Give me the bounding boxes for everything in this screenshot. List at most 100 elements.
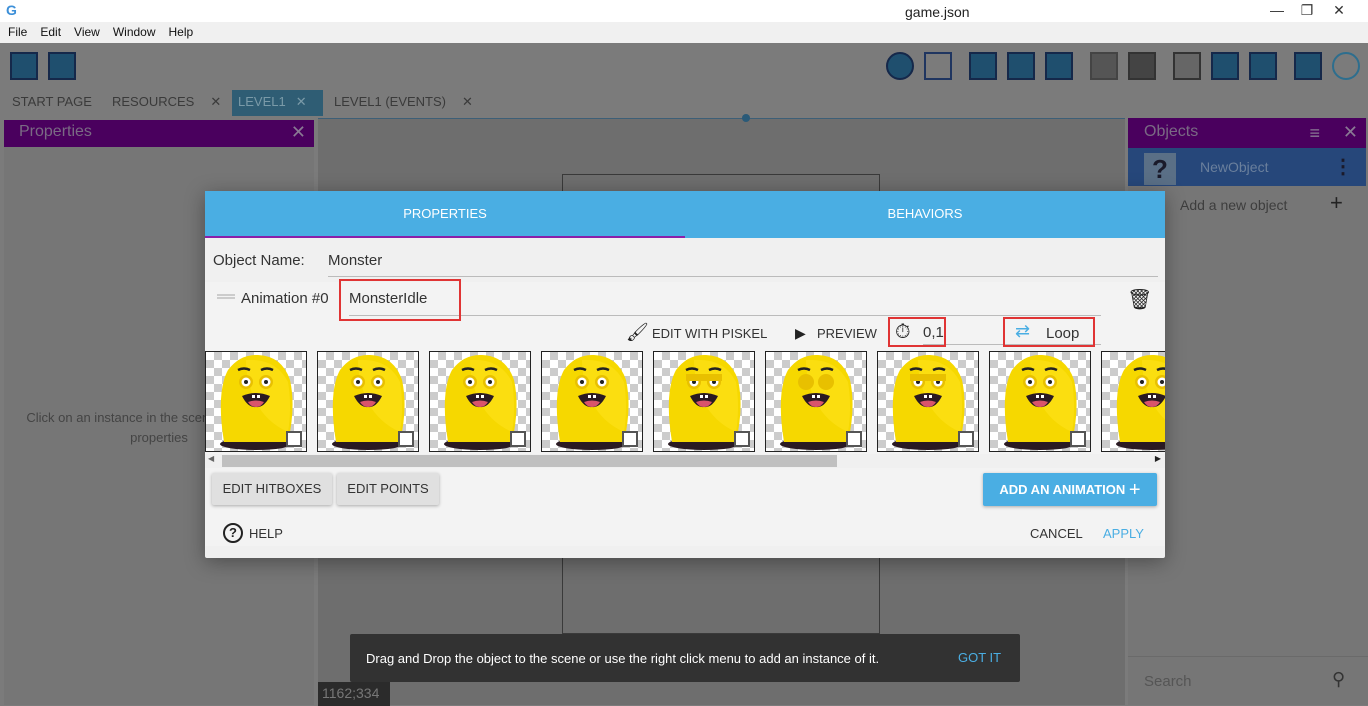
menu-file[interactable]: File [8, 25, 28, 39]
loop-toggle[interactable]: Loop [1046, 325, 1080, 342]
animation-name-field[interactable]: MonsterIdle [349, 283, 1101, 316]
close-panel-icon[interactable]: ✕ [290, 122, 306, 142]
delete-animation-icon[interactable]: 🗑 [1127, 289, 1153, 311]
close-tab-icon[interactable]: ✕ [295, 94, 307, 109]
object-list-item[interactable]: ? NewObject ⋮ [1128, 148, 1366, 186]
edit-with-piskel-button[interactable]: EDIT WITH PISKEL [652, 326, 768, 341]
groups-editor-icon[interactable] [1007, 52, 1035, 80]
highlight-box [339, 279, 461, 321]
animation-frame[interactable] [1101, 351, 1165, 452]
animation-frame[interactable] [541, 351, 643, 452]
layers-icon[interactable] [1249, 52, 1277, 80]
animation-frame[interactable] [429, 351, 531, 452]
animation-frame[interactable] [877, 351, 979, 452]
objects-panel: Add a new object + Search ⚲ [1128, 118, 1368, 705]
animation-frame[interactable] [989, 351, 1091, 452]
objects-editor-icon[interactable] [969, 52, 997, 80]
add-object-label[interactable]: Add a new object [1180, 197, 1288, 213]
monster-sprite [556, 354, 629, 450]
frame-checkbox[interactable] [510, 431, 526, 447]
menu-edit[interactable]: Edit [40, 25, 62, 39]
frame-checkbox[interactable] [734, 431, 750, 447]
search-input[interactable]: Search [1144, 673, 1192, 690]
tab-start-page[interactable]: START PAGE [6, 90, 98, 116]
snackbar-message: Drag and Drop the object to the scene or… [366, 651, 880, 666]
instances-list-icon[interactable] [1211, 52, 1239, 80]
edit-hitboxes-button[interactable]: EDIT HITBOXES [212, 473, 332, 505]
undo-icon[interactable] [1090, 52, 1118, 80]
window-title: game.json [905, 4, 970, 20]
zoom-reset-icon[interactable] [1332, 52, 1360, 80]
cancel-button[interactable]: CANCEL [1030, 526, 1083, 541]
add-object-icon[interactable]: + [1330, 190, 1343, 215]
tab-label: START PAGE [12, 94, 92, 109]
filter-icon[interactable]: ≡ [1309, 123, 1320, 143]
animation-frame[interactable] [205, 351, 307, 452]
monster-sprite [1004, 354, 1077, 450]
apply-button[interactable]: APPLY [1103, 526, 1144, 541]
tab-level1[interactable]: LEVEL1 ✕ [232, 90, 323, 116]
plus-icon: + [1128, 479, 1141, 501]
scrollbar-thumb[interactable] [222, 455, 837, 467]
play-icon: ▶ [795, 325, 806, 341]
objects-title: Objects [1144, 123, 1199, 140]
animation-frame[interactable] [765, 351, 867, 452]
tab-label: LEVEL1 [238, 94, 286, 109]
frame-checkbox[interactable] [1070, 431, 1086, 447]
frame-time-field[interactable]: 0,1 [923, 321, 1101, 345]
animation-name-value: MonsterIdle [349, 290, 428, 307]
highlight-box [1003, 317, 1095, 347]
frame-checkbox[interactable] [846, 431, 862, 447]
object-name-label: Object Name: [213, 252, 305, 269]
search-icon[interactable]: ⚲ [1332, 669, 1346, 689]
timer-icon: ⏱ [895, 321, 911, 343]
project-manager-icon[interactable] [10, 52, 38, 80]
frames-scrollbar[interactable]: ◀ ▶ [205, 454, 1165, 468]
frame-time-value: 0,1 [923, 324, 944, 341]
restore-button[interactable]: ❐ [1300, 2, 1314, 18]
menu-window[interactable]: Window [112, 25, 156, 39]
tab-label: LEVEL1 (EVENTS) [334, 94, 446, 109]
got-it-button[interactable]: GOT IT [958, 650, 1002, 665]
minimize-button[interactable]: — [1270, 2, 1284, 18]
grid-icon[interactable] [1294, 52, 1322, 80]
scene-editor-icon[interactable] [48, 52, 76, 80]
highlight-box [888, 317, 946, 347]
frame-checkbox[interactable] [398, 431, 414, 447]
cursor-coordinates: 1162;334 [318, 682, 390, 706]
object-name: NewObject [1200, 159, 1269, 175]
close-window-button[interactable]: ✕ [1333, 2, 1345, 18]
close-tab-icon[interactable]: ✕ [462, 94, 473, 109]
tab-level1-events[interactable]: LEVEL1 (EVENTS) ✕ [328, 90, 479, 116]
frame-checkbox[interactable] [622, 431, 638, 447]
monster-sprite [332, 354, 405, 450]
animation-frame[interactable] [317, 351, 419, 452]
tab-resources[interactable]: RESOURCES ✕ [106, 90, 227, 116]
help-button[interactable]: HELP [249, 526, 283, 541]
title-bar: G game.json — ❐ ✕ [0, 0, 1368, 22]
redo-icon[interactable] [1128, 52, 1156, 80]
drag-handle-icon[interactable] [217, 294, 235, 299]
preview-play-icon[interactable] [886, 52, 914, 80]
dialog-tabs: PROPERTIES BEHAVIORS [205, 191, 1165, 238]
more-options-icon[interactable]: ⋮ [1333, 156, 1353, 178]
menu-view[interactable]: View [74, 25, 100, 39]
add-animation-button[interactable]: ADD AN ANIMATION + [983, 473, 1157, 506]
close-panel-icon[interactable]: ✕ [1342, 122, 1358, 142]
object-thumbnail-icon: ? [1144, 153, 1176, 185]
close-tab-icon[interactable]: ✕ [210, 94, 222, 109]
delete-selection-icon[interactable] [1173, 52, 1201, 80]
edit-points-button[interactable]: EDIT POINTS [337, 473, 439, 505]
frame-checkbox[interactable] [958, 431, 974, 447]
preview-button[interactable]: PREVIEW [817, 326, 877, 341]
properties-header: Properties ✕ [4, 120, 314, 147]
menu-help[interactable]: Help [168, 25, 194, 39]
debug-icon[interactable] [924, 52, 952, 80]
frame-checkbox[interactable] [286, 431, 302, 447]
tab-behaviors[interactable]: BEHAVIORS [887, 206, 963, 221]
animation-frame[interactable] [653, 351, 755, 452]
edit-layers-icon[interactable] [1045, 52, 1073, 80]
tab-properties[interactable]: PROPERTIES [403, 206, 487, 221]
scene-handle[interactable] [742, 114, 750, 122]
object-name-field[interactable]: Monster [328, 247, 1158, 277]
